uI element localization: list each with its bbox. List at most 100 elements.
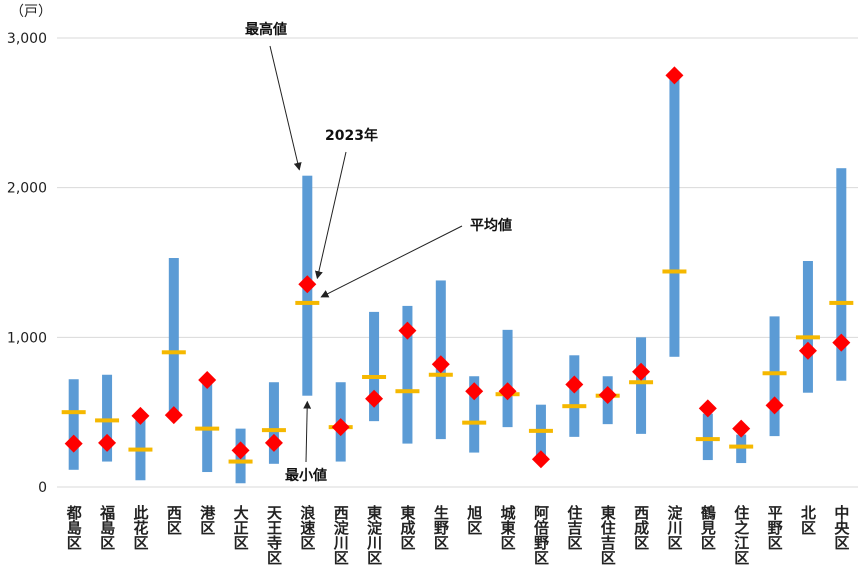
year-2023-markers — [64, 66, 851, 469]
year-2023-marker — [765, 396, 784, 415]
category-label: 生野区 — [432, 504, 450, 550]
year-2023-marker — [698, 399, 717, 418]
average-marker — [95, 418, 120, 423]
annotation-label: 2023年 — [325, 127, 378, 144]
category-label: 城東区 — [499, 504, 517, 550]
category-label: 平野区 — [766, 505, 784, 550]
year-2023-marker — [365, 389, 384, 408]
average-marker — [295, 300, 320, 305]
category-label: 都島区 — [65, 505, 83, 550]
range-bar — [268, 382, 279, 464]
category-label: 東住吉区 — [599, 504, 617, 565]
year-2023-marker — [531, 450, 550, 469]
average-marker — [729, 444, 754, 449]
range-bar — [402, 305, 413, 444]
category-label: 大正区 — [232, 504, 250, 550]
category-label: 中央区 — [832, 504, 850, 550]
average-marker — [161, 350, 186, 355]
category-label: 旭区 — [465, 504, 483, 535]
y-tick-label: 0 — [38, 480, 47, 496]
range-bar — [469, 376, 480, 453]
annotation-label: 平均値 — [470, 217, 512, 234]
year-2023-marker — [665, 66, 684, 85]
range-bar — [836, 168, 847, 381]
average-marker — [228, 459, 253, 464]
range-bar — [68, 379, 79, 470]
year-2023-marker — [131, 406, 150, 425]
annotation-arrow — [320, 225, 463, 298]
gridlines — [57, 37, 858, 488]
range-bar — [669, 72, 680, 357]
category-label: 西区 — [165, 505, 183, 535]
average-marker — [829, 300, 854, 305]
average-marker — [261, 428, 286, 433]
average-marker — [462, 420, 487, 425]
year-2023-marker — [198, 370, 217, 389]
range-bar — [102, 374, 113, 462]
average-marker — [362, 374, 387, 379]
year-2023-marker — [64, 434, 83, 453]
year-2023-marker — [264, 433, 283, 452]
category-label: 住吉区 — [565, 504, 583, 550]
y-tick-label: 2,000 — [7, 181, 47, 197]
average-marker — [795, 335, 820, 340]
average-marker — [195, 426, 220, 431]
category-label: 鶴見区 — [699, 504, 717, 550]
annotation-label: 最小値 — [285, 467, 327, 484]
category-label: 福島区 — [98, 504, 116, 550]
category-label: 天王寺区 — [265, 505, 283, 565]
category-label: 阿倍野区 — [532, 505, 550, 565]
category-label: 西成区 — [632, 505, 650, 550]
annotation-arrow — [269, 45, 302, 171]
range-bar — [769, 316, 780, 437]
annotation-label: 最高値 — [245, 21, 287, 38]
average-marker — [662, 269, 687, 274]
average-marker — [762, 371, 787, 376]
average-markers — [61, 269, 854, 464]
year-2023-marker — [164, 406, 183, 425]
category-label: 淀川区 — [665, 504, 683, 550]
range-bar — [636, 337, 647, 434]
range-bar — [535, 404, 546, 464]
average-marker — [528, 428, 553, 433]
category-label: 東淀川区 — [365, 504, 383, 565]
category-label: 東成区 — [398, 504, 416, 550]
year-2023-marker — [98, 433, 117, 452]
range-bar — [802, 261, 813, 393]
range-bar — [736, 434, 747, 464]
year-2023-marker — [632, 362, 651, 381]
year-2023-marker — [798, 341, 817, 360]
annotation-arrow — [314, 151, 347, 280]
y-tick-label: 3,000 — [7, 31, 47, 47]
category-label: 住之江区 — [732, 504, 750, 565]
range-bar — [168, 258, 179, 417]
annotation-arrow — [303, 400, 312, 463]
category-label: 西淀川区 — [332, 505, 350, 565]
average-marker — [128, 447, 153, 452]
range-bar — [702, 413, 713, 461]
year-2023-marker — [598, 385, 617, 404]
range-bar — [502, 329, 513, 428]
range-bar — [369, 311, 380, 422]
year-2023-marker — [331, 418, 350, 437]
y-axis-ticks: 0 1,000 2,000 3,000 — [7, 31, 47, 496]
average-marker — [428, 372, 453, 377]
category-label: 北区 — [799, 505, 817, 535]
average-marker — [395, 389, 420, 394]
range-bar — [569, 355, 580, 437]
average-marker — [61, 410, 86, 415]
average-marker — [695, 437, 720, 442]
category-label: 浪速区 — [298, 504, 316, 550]
category-label: 此花区 — [131, 504, 149, 550]
year-2023-marker — [565, 375, 584, 394]
category-labels: 都島区 福島区 此花区 西区 港区 大正区 天王寺区 浪速区 西淀川区 東淀川区 東成区 生野区 旭区城… — [65, 504, 851, 565]
average-marker — [562, 404, 587, 409]
range-bars — [68, 72, 847, 484]
y-axis-unit-label: （戸） — [10, 4, 52, 20]
category-label: 港区 — [198, 504, 216, 535]
year-2023-marker — [732, 419, 751, 438]
year-2023-marker — [498, 382, 517, 401]
year-2023-marker — [832, 333, 851, 352]
year-2023-marker — [431, 355, 450, 374]
